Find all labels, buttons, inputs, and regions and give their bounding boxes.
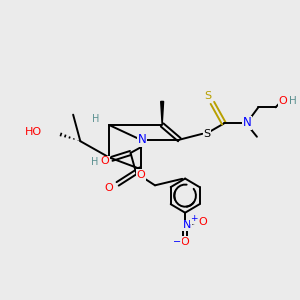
Text: O: O	[278, 96, 287, 106]
Text: O: O	[199, 217, 208, 226]
Text: O: O	[181, 237, 190, 247]
Polygon shape	[161, 101, 164, 125]
Text: O: O	[100, 156, 109, 166]
Text: S: S	[205, 91, 212, 100]
Text: −: −	[173, 237, 181, 247]
Text: H: H	[290, 96, 297, 106]
Text: S: S	[203, 129, 210, 139]
Text: N: N	[138, 133, 146, 146]
Text: N: N	[242, 116, 251, 129]
Text: O: O	[105, 183, 113, 193]
Text: N: N	[183, 220, 191, 230]
Text: H: H	[92, 114, 100, 124]
Text: H: H	[91, 157, 98, 167]
Text: HO: HO	[24, 127, 41, 137]
Text: +: +	[190, 214, 197, 223]
Text: O: O	[136, 170, 145, 180]
